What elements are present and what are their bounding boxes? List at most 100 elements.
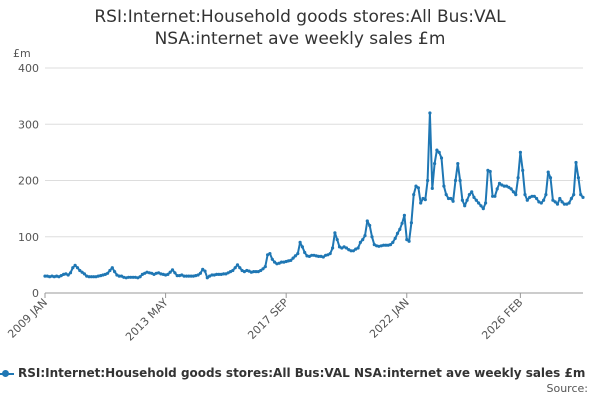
data-point [252,270,256,274]
data-point [328,252,332,256]
data-point [358,240,362,244]
data-point [201,267,205,271]
data-point [131,275,135,279]
series-line [45,112,584,279]
data-point [291,256,295,260]
data-point [414,184,418,188]
data-point [289,258,293,262]
data-point [551,198,555,202]
data-point [465,198,469,202]
data-point [48,275,52,279]
data-point [484,201,488,205]
legend-marker-icon [2,370,9,377]
data-point [296,252,300,256]
data-point [416,186,420,190]
data-point [426,178,430,183]
data-point [166,272,170,276]
data-point [509,187,513,191]
chart-title-line-2: NSA:internet ave weekly sales £m [154,29,446,49]
data-point [444,193,448,197]
data-point [558,196,562,201]
y-tick-label: 400 [18,62,39,75]
data-point [113,270,117,274]
data-point [363,234,367,238]
data-point [398,227,402,231]
legend: RSI:Internet:Household goods stores:All … [0,365,600,383]
data-point [108,268,112,273]
data-point [507,185,511,189]
data-point [349,249,353,253]
data-point [491,194,495,198]
data-point [365,219,369,223]
data-point [196,273,200,277]
data-point [66,273,70,277]
source-label: Source: [546,382,589,395]
data-point [293,254,297,258]
data-point [89,275,93,279]
data-point [393,236,397,240]
data-point [384,243,388,247]
data-point [173,271,177,275]
data-point [126,275,131,279]
data-point [356,246,360,250]
data-point [298,240,302,244]
data-point [437,150,441,154]
data-point [303,250,307,255]
y-axis-unit-label: £m [13,47,31,60]
data-point [453,178,458,183]
data-point [388,243,393,247]
data-point [203,269,207,273]
data-point [514,193,518,197]
data-point [344,246,349,250]
data-point [553,200,557,204]
data-point [370,235,374,239]
data-point [270,257,274,261]
data-point [579,193,583,197]
data-point [446,196,451,201]
data-point [187,274,191,278]
data-point [43,274,47,278]
data-point [279,260,284,264]
y-tick-label: 100 [18,231,39,244]
data-point [567,201,571,205]
data-point [435,148,439,152]
data-point [208,274,212,278]
data-point [500,183,504,187]
data-point [242,270,246,274]
data-point [497,181,502,185]
data-point [581,195,585,199]
data-point [217,272,221,276]
data-point [470,190,474,194]
data-point [402,213,406,217]
data-point [405,238,409,242]
data-point [238,266,242,270]
data-point [472,195,476,199]
x-tick-label: 2009 JAN [5,296,50,341]
data-point [377,244,381,248]
y-tick-label: 300 [18,118,39,131]
data-point [395,231,400,235]
data-point [138,275,142,279]
data-point [574,160,578,165]
data-point [562,202,567,206]
data-point [85,274,89,278]
x-tick-label: 2017 SEP [245,296,291,342]
data-point [106,271,110,275]
data-point [122,275,126,279]
data-point [321,255,325,259]
data-point [361,238,365,242]
data-point [175,274,179,278]
data-point [542,198,546,202]
data-point [222,272,226,276]
data-point [198,271,202,275]
data-point [477,201,481,205]
data-point [300,245,304,249]
data-point [481,207,485,211]
data-point [354,247,358,251]
data-point [439,156,444,160]
data-point [546,170,550,174]
data-point [382,243,386,247]
data-point [305,254,309,258]
data-point [73,263,77,267]
data-point [463,204,467,208]
